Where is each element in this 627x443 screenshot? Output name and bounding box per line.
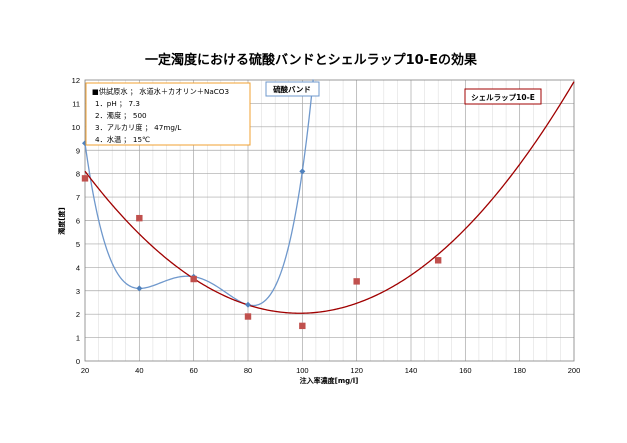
plot-frame [84,79,575,362]
data-points [81,140,442,330]
point-sulfate [299,168,306,175]
point-shellrap [136,214,143,222]
y-tick-label: 12 [72,76,80,85]
x-tick-label: 180 [513,366,526,375]
legend-line-2: 2．濁度 ； 500 [95,111,147,120]
point-shellrap [353,278,360,285]
y-axis-label: 濁度[度] [57,207,66,234]
x-tick-label: 20 [81,366,89,375]
y-tick-label: 11 [72,99,80,108]
y-tick-label: 1 [76,334,80,343]
x-tick-label: 80 [244,366,252,375]
legend-line-1: 1．pH ； 7.3 [95,99,140,108]
legend-box: ■供試原水 ； 水道水＋カオリン＋NaCO3 1．pH ； 7.3 2．濁度 ；… [85,82,251,146]
legend-line-0: ■供試原水 ； 水道水＋カオリン＋NaCO3 [92,87,229,96]
legend-line-4: 4．水温 ； 15℃ [95,135,150,144]
y-tick-label: 4 [76,263,80,272]
legend-frame [85,82,251,146]
x-axis-label: 注入率濃度[mg/l] [300,376,359,385]
series-label-shellrap-text: シェルラップ10-E [471,92,535,102]
series-label-shellrap: シェルラップ10-E [464,88,542,105]
point-shellrap [190,275,197,283]
series-label-sulfate-text: 硫酸バンド [273,84,311,94]
x-tick-label: 160 [459,366,472,375]
y-tick-label: 5 [76,240,80,249]
series-label-sulfate-frame [265,81,320,97]
y-tick-label: 0 [76,357,80,366]
x-tick-label: 60 [189,366,197,375]
point-shellrap [434,257,442,264]
series-label-sulfate: 硫酸バンド [265,81,320,97]
x-tick-label: 200 [568,366,581,375]
series-label-shellrap-frame [464,88,542,105]
legend-line-3: 3．アルカリ度 ； 47mg/L [95,123,181,132]
point-shellrap [244,313,252,320]
trend-curve-0 [84,79,314,307]
trend-curves [84,79,575,314]
point-sulfate [136,285,143,292]
point-shellrap [81,175,89,182]
y-tick-label: 9 [76,146,80,155]
y-tick-label: 7 [76,193,80,202]
point-shellrap [299,322,306,330]
y-tick-label: 3 [76,287,80,296]
y-tick-label: 6 [76,217,80,226]
x-tick-label: 100 [296,366,309,375]
point-sulfate [245,301,251,308]
x-tick-label: 120 [350,366,363,375]
chart-title: 一定濁度における硫酸バンドとシェルラップ10-Eの効果 [145,52,477,68]
x-tick-label: 140 [405,366,418,375]
trend-curve-1 [84,81,575,314]
x-tick-label: 40 [135,366,143,375]
x-tick-labels: 20 40 60 80 100 120 140 160 180 200 [81,366,580,375]
y-tick-label: 2 [76,310,80,319]
y-tick-label: 10 [72,123,80,132]
y-tick-label: 8 [76,170,80,179]
